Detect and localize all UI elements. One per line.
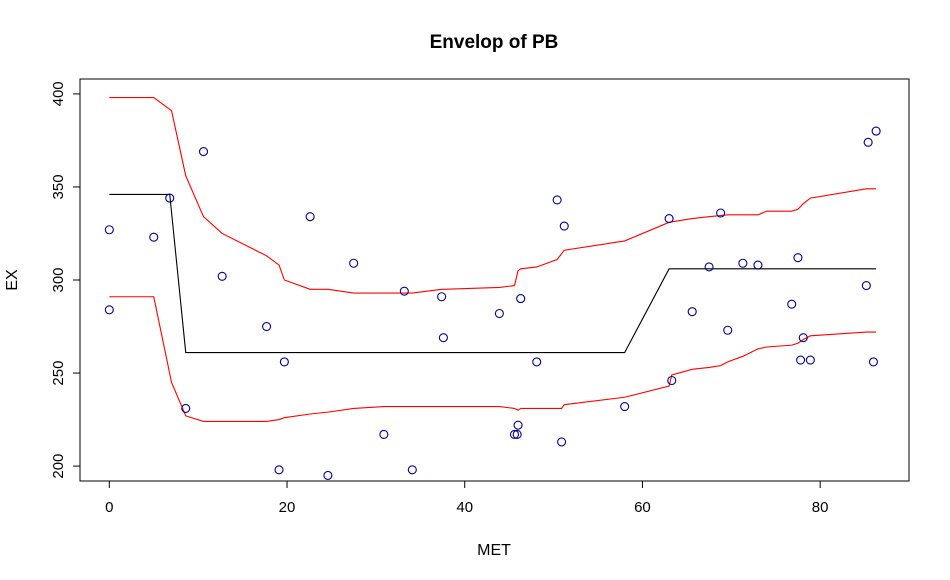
y-tick-label: 350 <box>50 174 67 199</box>
data-point <box>871 126 881 136</box>
data-point <box>552 195 562 205</box>
data-point <box>738 258 748 268</box>
data-point <box>787 299 797 309</box>
data-point <box>217 271 227 281</box>
data-point <box>198 147 209 157</box>
x-axis-label: MET <box>477 542 511 559</box>
data-point <box>723 325 733 335</box>
data-point <box>349 258 359 268</box>
data-point <box>861 281 871 291</box>
data-point <box>379 429 389 440</box>
data-point <box>687 307 697 317</box>
data-point <box>863 137 873 147</box>
chart-title: Envelop of PB <box>430 32 559 53</box>
data-point <box>165 193 175 203</box>
data-point <box>868 357 879 367</box>
data-point <box>438 333 448 343</box>
data-point <box>557 437 567 447</box>
data-point <box>798 333 808 343</box>
data-point <box>149 232 159 242</box>
data-point <box>279 357 289 367</box>
data-point <box>796 355 806 365</box>
data-point <box>305 212 315 222</box>
x-tick-label: 20 <box>279 499 296 516</box>
fitted-step-line <box>109 193 877 354</box>
data-point <box>494 308 504 319</box>
y-tick-label: 200 <box>50 454 67 479</box>
data-point <box>753 260 763 270</box>
data-point <box>532 357 542 367</box>
upper-envelope-line <box>109 97 877 294</box>
data-point <box>399 286 409 296</box>
x-tick-label: 0 <box>105 499 113 516</box>
x-tick-label: 60 <box>634 499 651 516</box>
data-point <box>516 294 526 304</box>
data-point <box>104 225 114 235</box>
data-point <box>407 465 417 475</box>
data-point <box>513 420 523 430</box>
line-layer <box>109 97 877 422</box>
data-point <box>716 208 726 218</box>
data-point <box>664 214 674 224</box>
data-point <box>667 375 677 386</box>
data-point <box>437 292 447 302</box>
x-tick-label: 40 <box>456 499 473 516</box>
y-axis-label: EX <box>4 269 21 291</box>
data-point <box>323 470 333 480</box>
data-point <box>509 429 520 440</box>
data-point <box>704 262 714 272</box>
y-axis: 200 250 300 350 400 <box>50 81 81 479</box>
y-tick-label: 250 <box>50 361 67 386</box>
data-point <box>512 429 522 440</box>
y-tick-label: 300 <box>50 267 67 292</box>
point-layer <box>104 126 881 480</box>
data-point <box>620 402 630 412</box>
data-point <box>559 221 569 231</box>
data-point <box>262 321 272 332</box>
lower-envelope-line <box>109 296 877 422</box>
x-tick-label: 80 <box>812 499 829 516</box>
x-axis: 0 20 40 60 80 <box>105 480 829 516</box>
data-point <box>793 253 803 263</box>
data-point <box>181 403 191 413</box>
data-point <box>104 305 114 315</box>
y-tick-label: 400 <box>50 81 67 106</box>
data-point <box>274 465 284 475</box>
data-point <box>805 355 815 365</box>
